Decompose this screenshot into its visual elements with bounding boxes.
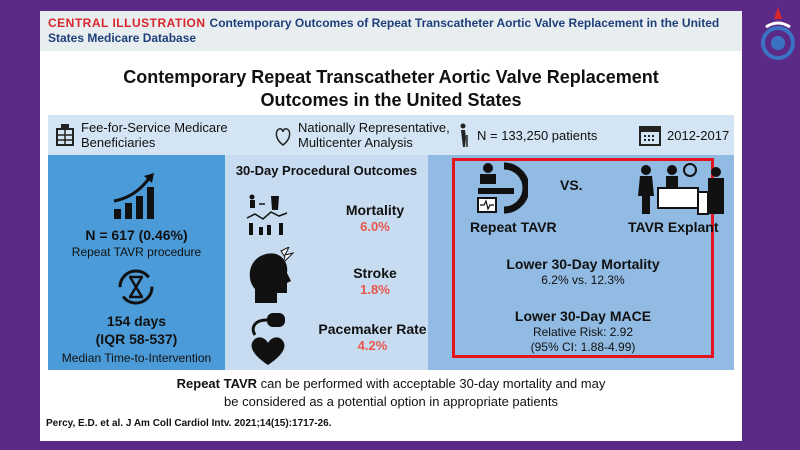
mortality-comparison-title: Lower 30-Day Mortality	[506, 256, 660, 272]
tavr-explant-label: TAVR Explant	[628, 219, 719, 235]
outcome-stroke-value: 1.8%	[360, 282, 390, 297]
analysis-line1: Nationally Representative,	[298, 120, 450, 135]
main-title-line1: Contemporary Repeat Transcatheter Aortic…	[123, 67, 659, 87]
median-time-label: Median Time-to-Intervention	[61, 351, 212, 365]
years: 2012-2017	[667, 127, 730, 143]
outcome-pacemaker-label: Pacemaker Rate	[318, 321, 427, 337]
mortality-icon	[246, 194, 288, 235]
header-title: Contemporary Outcomes of Repeat Transcat…	[48, 16, 720, 45]
hospital-icon	[56, 124, 74, 146]
outcomes-heading: 30-Day Procedural Outcomes	[235, 163, 418, 178]
info-bar: Fee-for-Service Medicare Beneficiaries Na…	[48, 115, 734, 155]
pacemaker-heart-icon	[251, 313, 285, 365]
central-illustration: CENTRAL ILLUSTRATION Contemporary Outcome…	[40, 11, 742, 441]
outcome-mortality-label: Mortality	[345, 202, 405, 218]
conclusion-line2: be considered as a potential option in a…	[224, 394, 558, 409]
vs-label: VS.	[560, 177, 583, 193]
hourglass-cycle-icon	[118, 269, 154, 305]
repeat-tavr-cath-lab-icon	[477, 162, 528, 214]
calendar-icon	[639, 126, 661, 146]
conclusion: Repeat TAVR can be performed with accept…	[40, 375, 742, 411]
tavr-explant-surgery-icon	[638, 163, 724, 215]
mace-title: Lower 30-Day MACE	[514, 308, 652, 324]
journal-logo	[760, 5, 796, 65]
growth-chart-icon	[113, 173, 154, 219]
median-days: 154 days	[106, 313, 167, 329]
mace-ci: (95% CI: 1.88-4.99)	[530, 340, 636, 354]
repeat-tavr-n-label: Repeat TAVR procedure	[71, 245, 202, 259]
heart-icon	[275, 128, 291, 146]
patients-count: N = 133,250 patients	[477, 127, 598, 143]
repeat-tavr-label: Repeat TAVR	[470, 219, 557, 235]
outcome-mortality-value: 6.0%	[360, 219, 390, 234]
analysis-line2: Multicenter Analysis	[298, 135, 413, 150]
mortality-comparison-value: 6.2% vs. 12.3%	[541, 273, 625, 287]
medicare-text: Fee-for-Service Medicare Beneficiaries	[81, 120, 228, 150]
conclusion-line1: can be performed with acceptable 30-day …	[257, 376, 606, 391]
mace-relative-risk: Relative Risk: 2.92	[532, 325, 634, 339]
header: CENTRAL ILLUSTRATION Contemporary Outcome…	[40, 11, 742, 51]
repeat-tavr-n: N = 617 (0.46%)	[85, 227, 188, 243]
main-title-line2: Outcomes in the United States	[260, 90, 522, 110]
outcome-pacemaker-value: 4.2%	[357, 338, 388, 353]
citation: Percy, E.D. et al. J Am Coll Cardiol Int…	[46, 418, 332, 429]
medicare-line2: Beneficiaries	[81, 135, 156, 150]
stroke-head-icon	[249, 247, 295, 303]
header-label: CENTRAL ILLUSTRATION	[48, 16, 206, 30]
conclusion-bold: Repeat TAVR	[176, 376, 258, 391]
elderly-person-icon	[460, 123, 468, 147]
median-iqr: (IQR 58-537)	[95, 331, 178, 347]
comparison-highlight-box	[452, 158, 714, 358]
outcome-stroke-label: Stroke	[353, 265, 397, 281]
medicare-line1: Fee-for-Service Medicare	[81, 120, 228, 135]
analysis-text: Nationally Representative, Multicenter An…	[298, 120, 450, 150]
main-title: Contemporary Repeat Transcatheter Aortic…	[40, 66, 742, 112]
